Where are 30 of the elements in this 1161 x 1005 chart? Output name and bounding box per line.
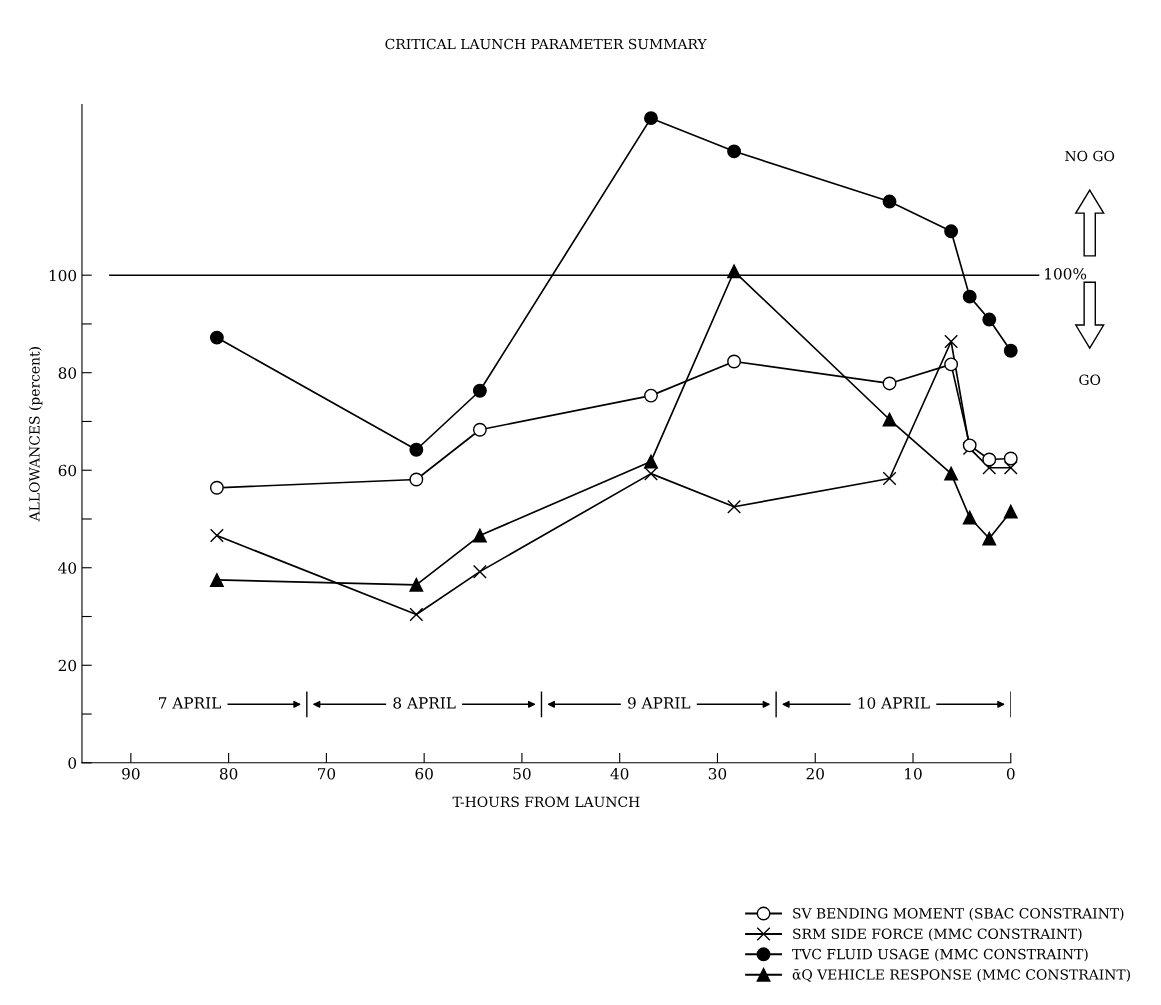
- x-tick-label: 60: [415, 767, 433, 780]
- legend-label: ᾱQ VEHICLE RESPONSE (MMC CONSTRAINT): [792, 969, 1130, 982]
- chart-title: CRITICAL LAUNCH PARAMETER SUMMARY: [385, 38, 707, 50]
- y-tick-label: 20: [58, 659, 77, 672]
- annotation: 10 APRIL: [858, 697, 930, 709]
- x-tick-label: 20: [806, 767, 824, 780]
- x-tick-label: 50: [513, 767, 531, 780]
- x-tick-label: 30: [708, 767, 727, 780]
- y-tick-label: 100: [49, 269, 77, 282]
- legend-label: TVC FLUID USAGE (MMC CONSTRAINT): [792, 948, 1088, 962]
- legend-label: SV BENDING MOMENT (SBAC CONSTRAINT): [793, 907, 1124, 921]
- x-axis-title: T-HOURS FROM LAUNCH: [452, 796, 640, 808]
- annotation: 7 APRIL: [159, 697, 221, 709]
- annotation: 9 APRIL: [627, 697, 691, 709]
- ref-line-label: 100%: [1045, 268, 1087, 280]
- x-tick-label: 70: [317, 767, 336, 780]
- text: NO GO: [1065, 150, 1115, 162]
- y-tick-label: 40: [58, 562, 77, 574]
- x-tick-label: 10: [905, 767, 922, 780]
- y-axis-title: ALLOWANCES (percent): [28, 347, 43, 522]
- y-tick-label: 60: [58, 464, 77, 477]
- x-tick-label: 80: [219, 767, 238, 780]
- legend-label: SRM SIDE FORCE (MMC CONSTRAINT): [793, 928, 1082, 941]
- x-tick-label: 40: [610, 767, 629, 780]
- x-tick-label: 0: [1006, 767, 1015, 780]
- text: GO: [1079, 374, 1101, 386]
- annotation: 8 APRIL: [393, 697, 456, 709]
- y-tick-label: 0: [68, 757, 77, 769]
- y-tick-label: 80: [58, 367, 77, 379]
- x-tick-label: 90: [122, 767, 140, 780]
